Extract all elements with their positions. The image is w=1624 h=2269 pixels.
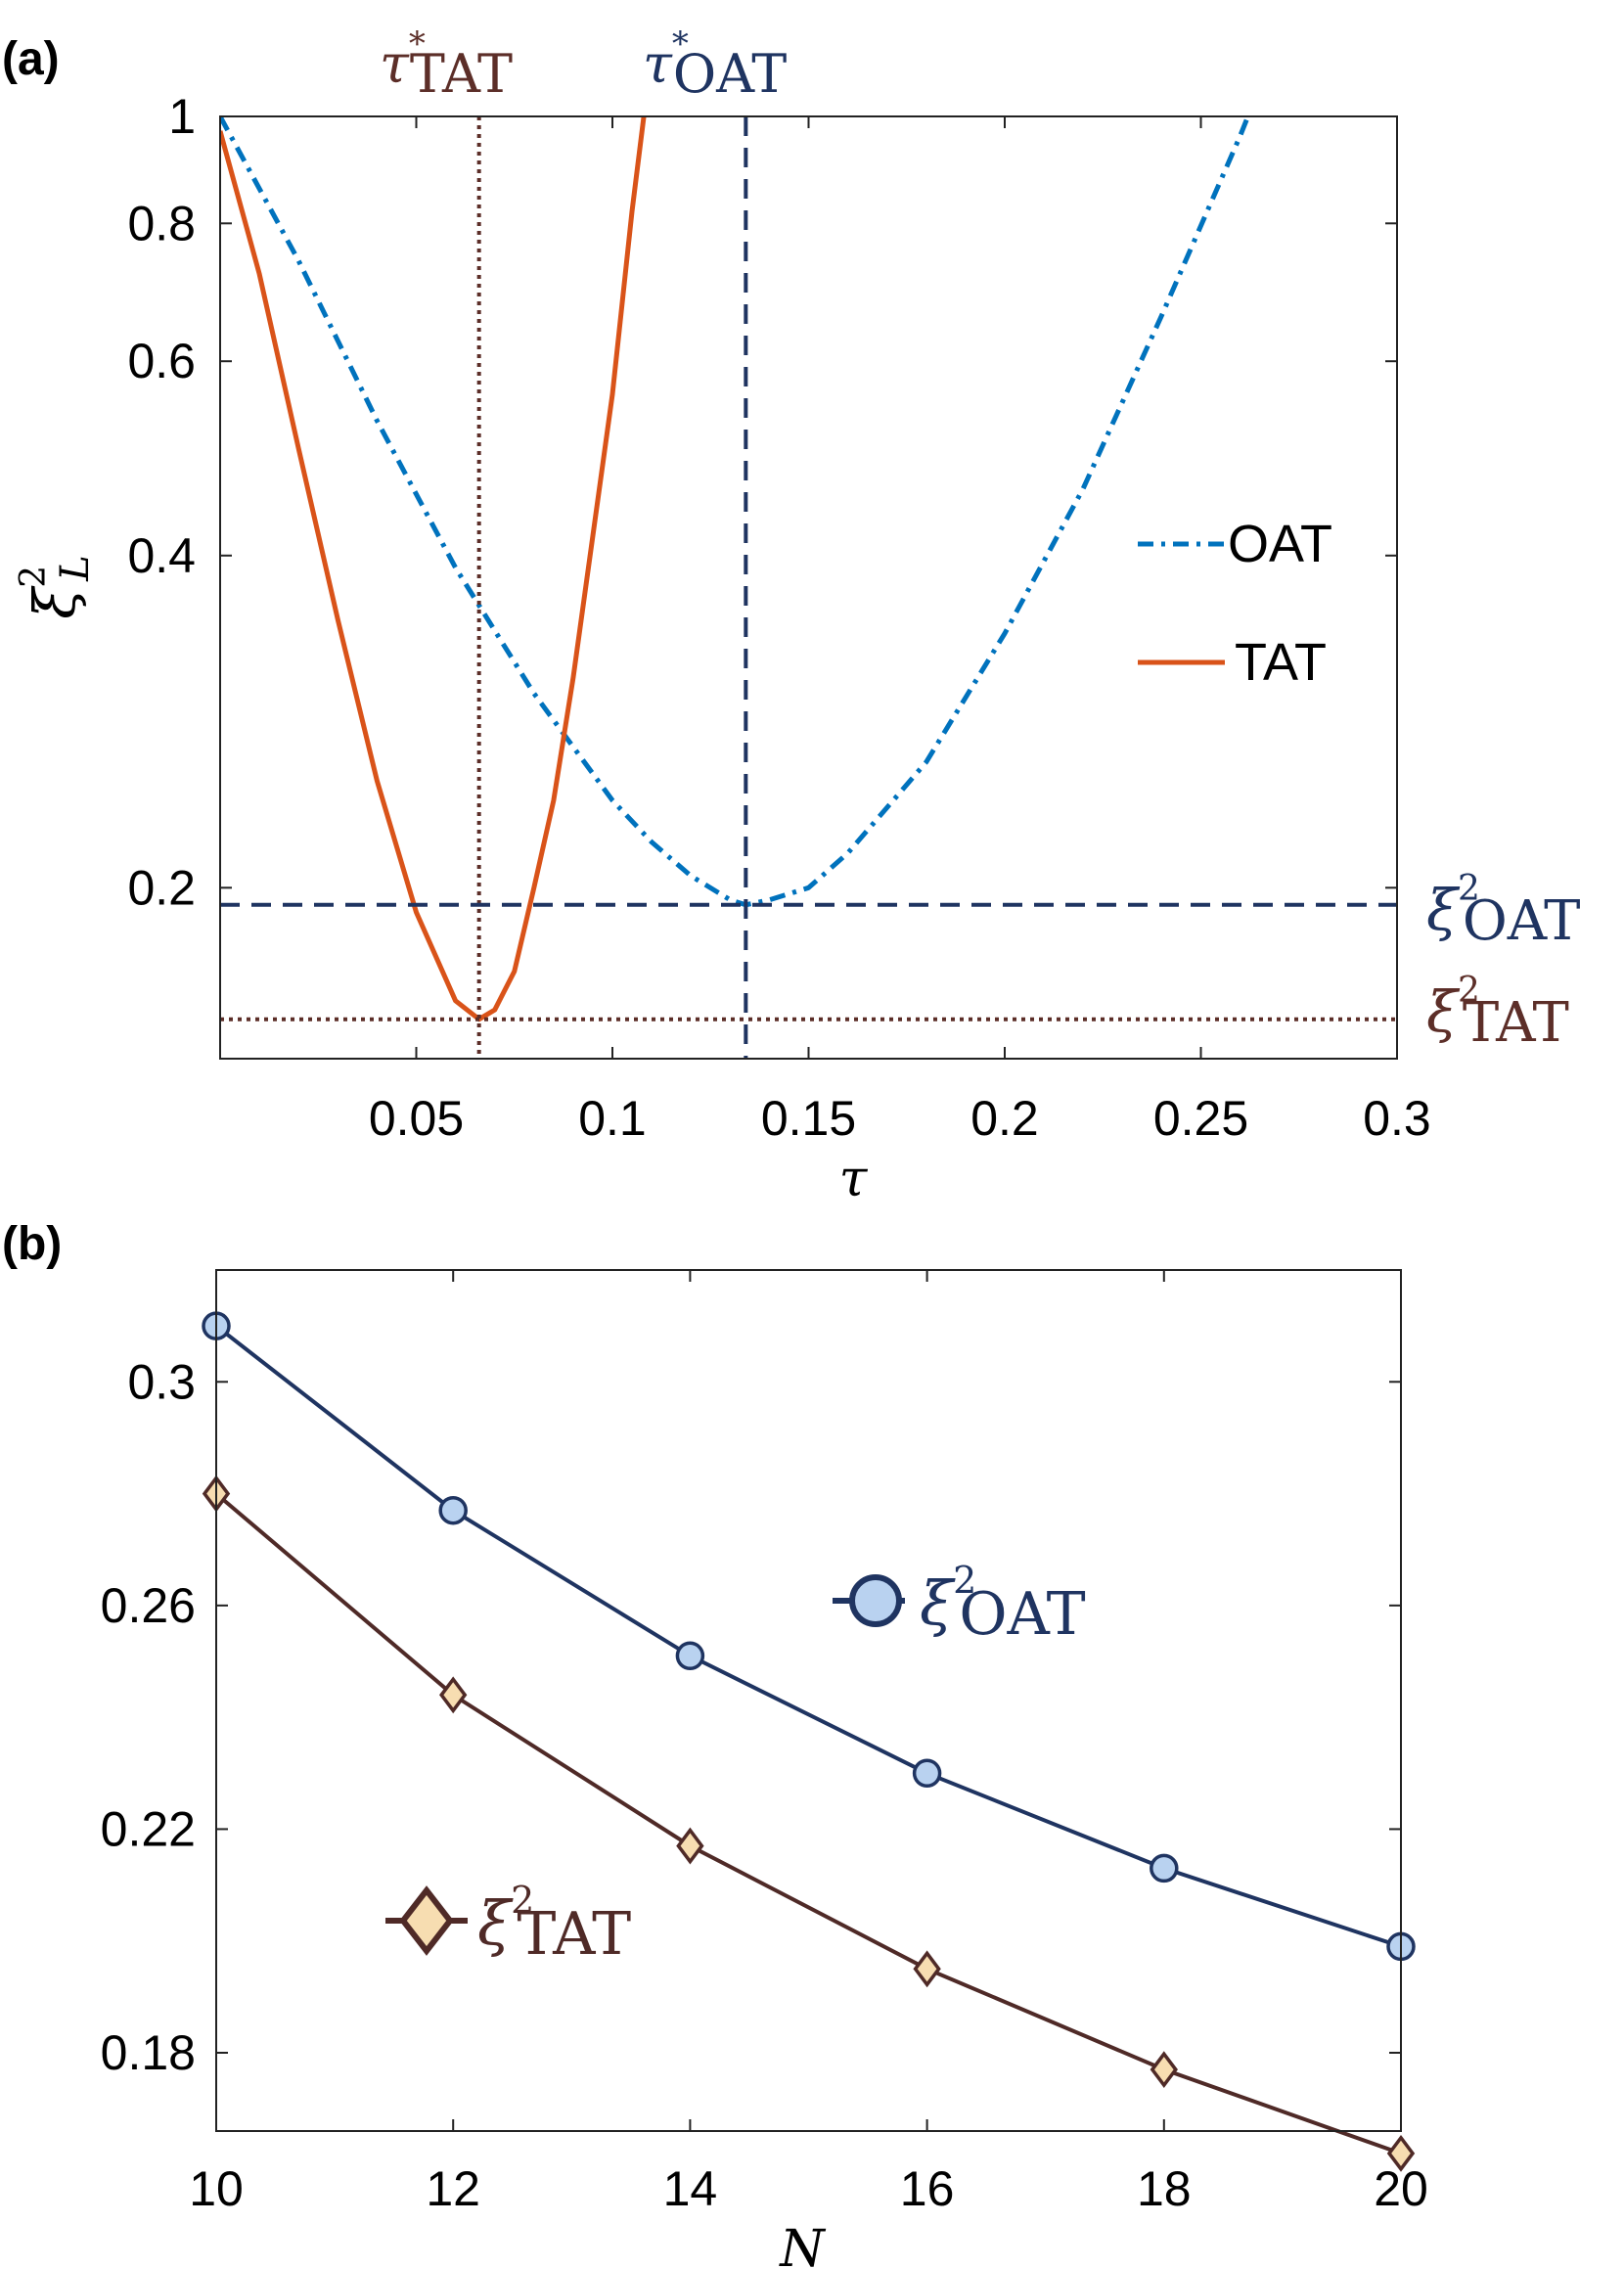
panel-b-legend: ξ2OAT ξ2TAT — [385, 1559, 1086, 1969]
x-tick-label: 20 — [1374, 2161, 1428, 2216]
legend-xi-tat-marker — [399, 1885, 454, 1956]
xi-tat-ref-label: ξ2 TAT — [1426, 971, 1569, 1055]
y-tick-label: 0.3 — [127, 1354, 196, 1409]
series-xi-oat-line — [214, 1324, 1402, 1949]
data-point-xi-tat — [439, 1676, 468, 1714]
data-point-xi-oat — [438, 1495, 468, 1525]
y-tick-label: 0.22 — [101, 1801, 196, 1856]
data-point-xi-oat — [1150, 1853, 1179, 1883]
y-tick-label: 0.8 — [127, 196, 196, 250]
y-tick-label: 0.4 — [127, 528, 196, 583]
x-tick-label: 0.25 — [1153, 1091, 1248, 1146]
legend-xi-oat-marker — [849, 1574, 902, 1627]
y-tick-label: 0.2 — [127, 860, 196, 915]
data-point-xi-tat — [913, 1950, 941, 1988]
x-tick-label: 0.3 — [1363, 1091, 1431, 1146]
x-tick-label: 0.2 — [970, 1091, 1039, 1146]
data-point-xi-tat — [1150, 2051, 1178, 2089]
panel-a-reference-lines — [220, 116, 1397, 1059]
series-oat-line — [220, 116, 1250, 908]
panel-a-plot-frame — [219, 115, 1398, 1060]
panel-a-legend: OAT TAT — [1138, 515, 1332, 692]
panel-b-y-ticks: 0.18 0.22 0.26 0.3 — [101, 1354, 1401, 2080]
panel-b-plot-frame — [215, 1269, 1402, 2132]
x-tick-label: 16 — [900, 2161, 955, 2216]
legend-oat-label: OAT — [1228, 515, 1332, 573]
panel-b-x-ticks: 10 12 14 16 18 20 — [189, 1270, 1428, 2216]
x-tick-label: 12 — [426, 2161, 480, 2216]
panel-b-x-axis-label: N — [778, 2220, 826, 2269]
x-tick-label: 14 — [663, 2161, 718, 2216]
legend-xi-tat-label: ξ2TAT — [477, 1879, 631, 1969]
panel-a-curves — [220, 116, 1250, 1022]
panel-b: (b) 10 12 14 16 18 20 0.18 0.22 0.26 0.3 ξ2OAT ξ… — [2, 1218, 1428, 2269]
y-tick-label: 0.6 — [127, 334, 196, 388]
tau-oat-label: τ*OAT — [643, 24, 787, 105]
y-tick-label: 1 — [168, 89, 196, 144]
panel-a-y-axis-label: ξ2L — [14, 555, 98, 618]
data-point-xi-tat — [676, 1827, 704, 1865]
xi-oat-ref-label: ξ2 OAT — [1426, 869, 1581, 953]
x-tick-label: 10 — [189, 2161, 244, 2216]
x-tick-label: 0.05 — [369, 1091, 464, 1146]
tau-tat-label: τ*TAT — [380, 24, 513, 105]
x-tick-label: 0.15 — [761, 1091, 856, 1146]
panel-a-label: (a) — [2, 33, 60, 85]
y-tick-label: 0.26 — [101, 1578, 196, 1633]
data-point-xi-oat — [912, 1758, 942, 1789]
x-tick-label: 0.1 — [578, 1091, 647, 1146]
data-point-xi-oat — [675, 1641, 705, 1671]
legend-tat-label: TAT — [1235, 633, 1327, 692]
series-xi-tat-line — [214, 1492, 1402, 2156]
panel-a: (a) τ*TAT τ*OAT 0.05 0.1 0.15 0.2 0.25 0.3 0.… — [2, 24, 1581, 1208]
panel-b-series — [202, 1311, 1416, 2172]
panel-b-label: (b) — [2, 1218, 62, 1270]
panel-a-y-ticks: 0.2 0.4 0.6 0.8 1 — [127, 89, 1397, 915]
panel-a-x-axis-label: τ — [839, 1150, 869, 1208]
data-point-xi-tat — [1386, 2134, 1416, 2172]
panel-a-x-ticks: 0.05 0.1 0.15 0.2 0.25 0.3 — [369, 116, 1431, 1146]
series-tat-line — [220, 116, 647, 1022]
x-tick-label: 18 — [1137, 2161, 1192, 2216]
y-tick-label: 0.18 — [101, 2025, 196, 2080]
legend-xi-oat-label: ξ2OAT — [920, 1559, 1086, 1649]
